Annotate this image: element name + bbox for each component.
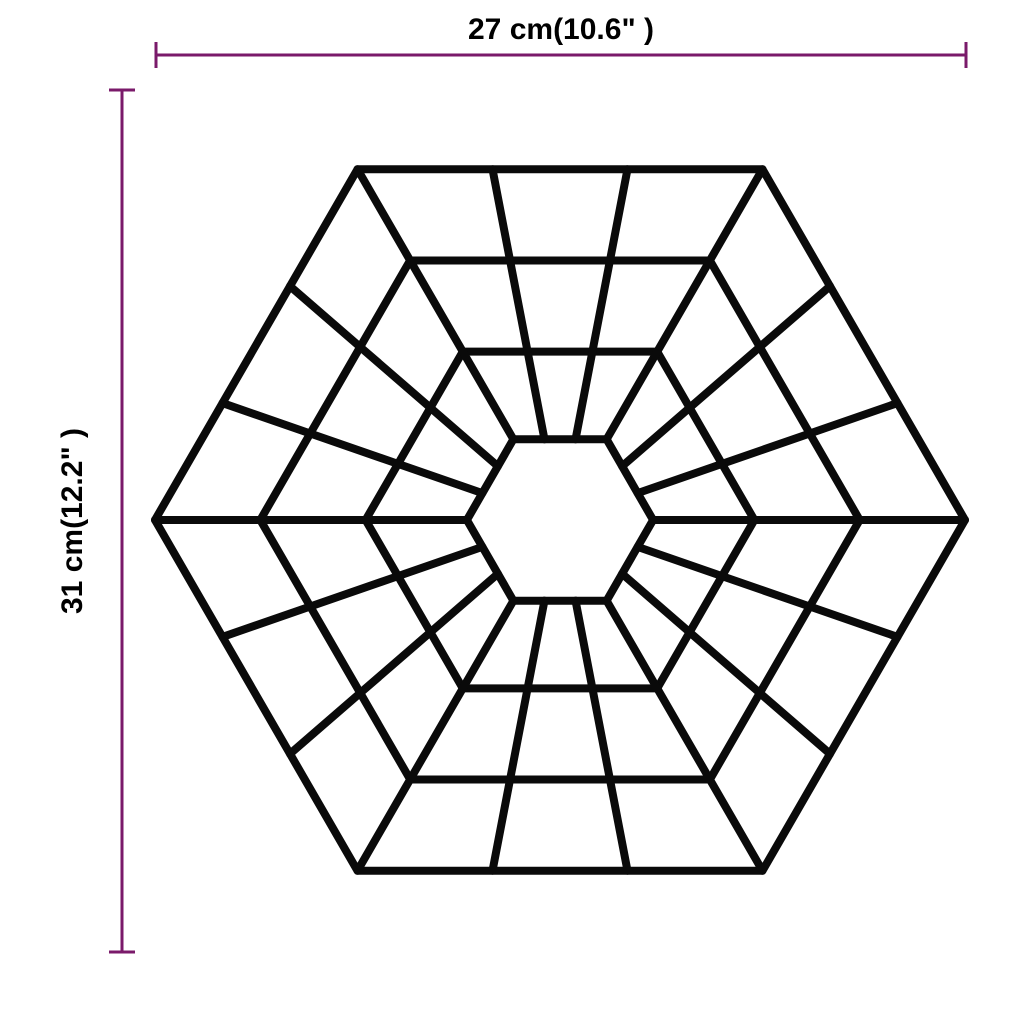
width-label: 27 cm(10.6" )	[468, 13, 654, 46]
hexagon-web-shape	[155, 169, 965, 870]
dimension-lines	[109, 42, 966, 952]
height-label: 31 cm(12.2" )	[56, 428, 89, 614]
dimension-diagram: 27 cm(10.6" ) 31 cm(12.2" )	[0, 0, 1024, 1024]
